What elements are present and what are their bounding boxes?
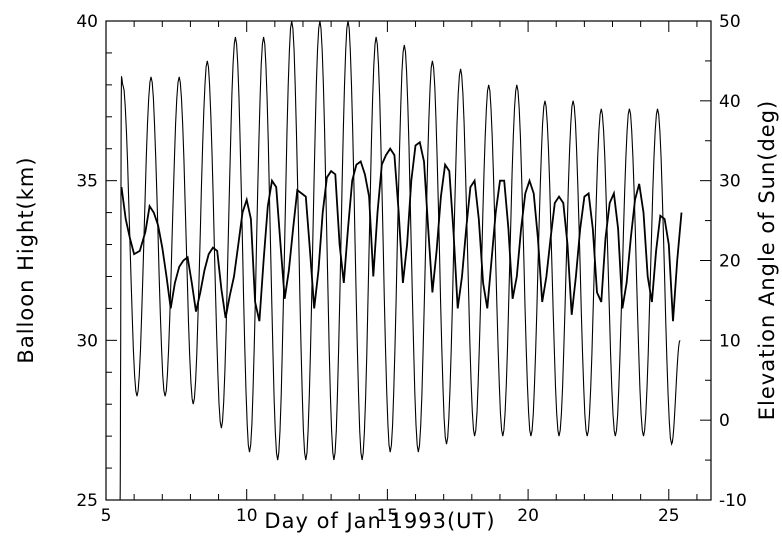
y-left-tick-label: 35: [76, 172, 98, 192]
series-group: [119, 20, 683, 501]
x-tick-label: 20: [517, 506, 539, 526]
y-right-tick-label: 40: [719, 92, 741, 112]
axis-ticks: [105, 20, 711, 501]
y-right-tick-label: 50: [719, 12, 741, 32]
y-right-axis-title: Elevation Angle of Sun(deg): [755, 100, 779, 421]
x-tick-label: 25: [658, 506, 680, 526]
y-left-tick-label: 40: [76, 12, 98, 32]
tick-labels: 5 10 15 20 25 25 30 35 40 -10 0 10 20 30 40 50: [76, 12, 746, 526]
y-right-tick-label: 30: [719, 172, 741, 192]
sun-elevation-line: [119, 20, 681, 501]
y-right-tick-label: 20: [719, 252, 741, 272]
y-right-tick-label: -10: [719, 491, 747, 511]
y-left-tick-label: 30: [76, 331, 98, 351]
x-tick-label: 15: [377, 506, 399, 526]
balloon-height-line: [120, 140, 683, 322]
y-left-axis-title: Balloon Hight(km): [14, 156, 38, 363]
x-tick-label: 10: [236, 506, 258, 526]
x-axis-title: Day of Jan 1993(UT): [264, 509, 495, 533]
y-left-tick-label: 25: [76, 491, 98, 511]
x-tick-label: 5: [101, 506, 112, 526]
y-right-tick-label: 10: [719, 331, 741, 351]
y-right-tick-label: 0: [719, 411, 730, 431]
